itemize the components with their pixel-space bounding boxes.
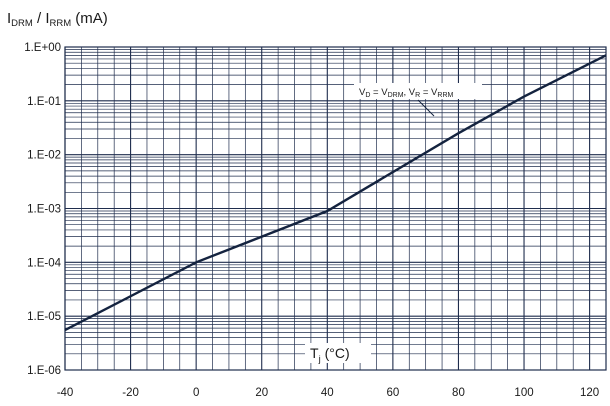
plot-frame — [64, 46, 607, 371]
series-line — [64, 54, 607, 332]
x-tick-label: -40 — [57, 387, 74, 399]
y-tick-label: 1.E-03 — [27, 204, 61, 216]
y-tick-label: 1.E-04 — [27, 257, 61, 269]
y-axis-title: IDRM / IRRM (mA) — [7, 10, 108, 29]
x-tick-label: 100 — [514, 387, 533, 399]
x-axis-title-background — [305, 343, 371, 363]
x-tick-label: 60 — [386, 387, 399, 399]
x-tick-label: 20 — [255, 387, 268, 399]
x-tick-label: 0 — [193, 387, 199, 399]
x-tick-label: 120 — [580, 387, 599, 399]
y-tick-label: 1.E+00 — [24, 42, 61, 54]
y-tick-label: 1.E-02 — [27, 150, 61, 162]
x-tick-label: -20 — [122, 387, 139, 399]
y-tick-label: 1.E-05 — [27, 311, 61, 323]
chart-grid — [64, 46, 607, 371]
x-axis-title: Tj (°C) — [310, 345, 350, 365]
series-annotation-background — [354, 83, 482, 99]
y-tick-label: 1.E-06 — [27, 365, 61, 377]
x-tick-label: 80 — [452, 387, 465, 399]
annotation-leader-line — [417, 99, 435, 117]
x-tick-labels: -40 -20 0 20 40 60 80 100 120 — [57, 387, 600, 399]
y-tick-label: 1.E-01 — [27, 96, 61, 108]
series-annotation: VD = VDRM, VR = VRRM — [359, 87, 454, 99]
y-tick-labels: 1.E-06 1.E-05 1.E-04 1.E-03 1.E-02 1.E-01 1.E+… — [24, 42, 61, 377]
x-tick-label: 40 — [321, 387, 334, 399]
